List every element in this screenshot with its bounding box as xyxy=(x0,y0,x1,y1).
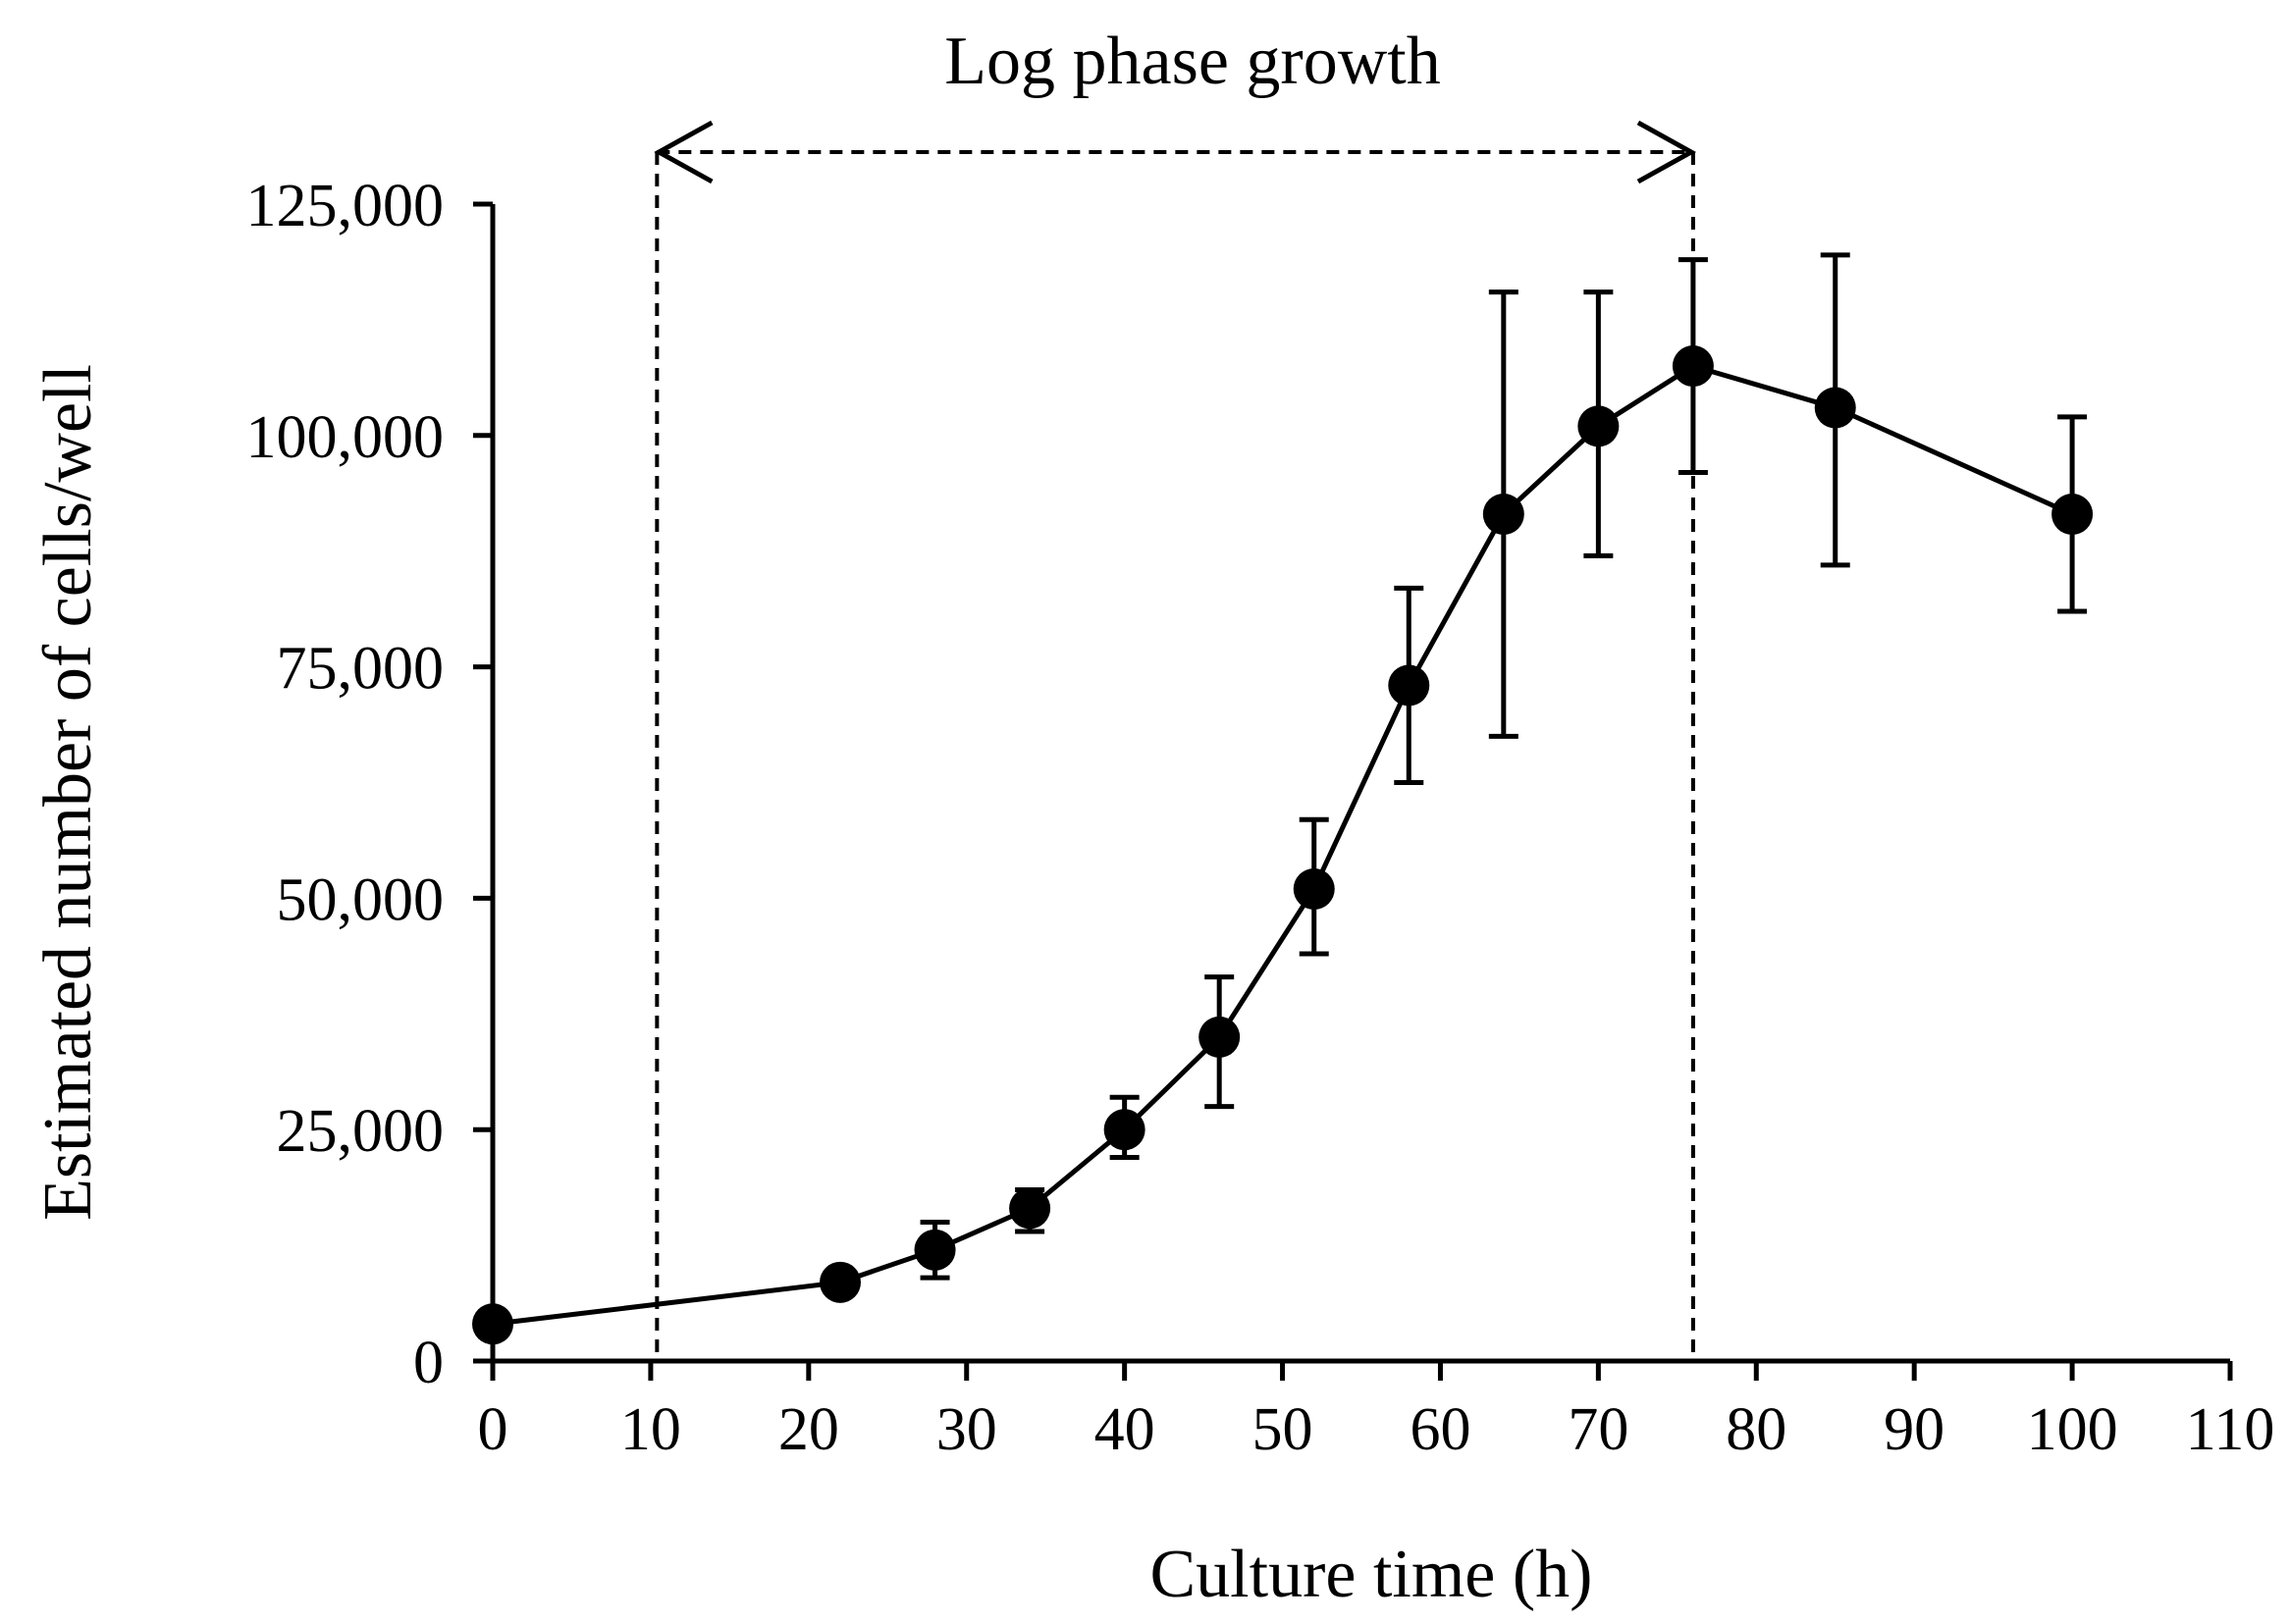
y-tick-label: 0 xyxy=(413,1330,444,1396)
x-tick-label: 20 xyxy=(778,1396,839,1463)
x-tick-label: 0 xyxy=(478,1396,508,1463)
y-tick-label: 100,000 xyxy=(246,404,445,471)
arrow-head-right xyxy=(1636,120,1697,184)
x-tick-label: 100 xyxy=(2027,1396,2118,1463)
y-tick-label: 75,000 xyxy=(277,636,445,703)
data-point xyxy=(1482,493,1524,535)
x-tick-label: 50 xyxy=(1252,1396,1313,1463)
data-point xyxy=(1577,405,1620,447)
data-point xyxy=(1388,664,1430,707)
arrow-head-left xyxy=(654,120,714,184)
x-tick-label: 70 xyxy=(1568,1396,1628,1463)
x-tick-label: 60 xyxy=(1410,1396,1470,1463)
y-axis-label: Estimated number of cells/well xyxy=(30,364,106,1221)
data-point xyxy=(1103,1109,1145,1151)
y-tick-label: 125,000 xyxy=(246,173,445,239)
y-tick-label: 25,000 xyxy=(277,1098,445,1165)
x-tick-label: 10 xyxy=(620,1396,681,1463)
data-point xyxy=(820,1261,861,1303)
x-tick-label: 40 xyxy=(1094,1396,1155,1463)
data-point xyxy=(1293,867,1335,910)
log-phase-annotation xyxy=(654,120,1697,1361)
axes: 0 10 20 30 40 50 60 70 80 90 100 110 0 25,000 50,000 75… xyxy=(246,173,2275,1463)
data-point xyxy=(472,1303,513,1345)
x-tick-label: 80 xyxy=(1726,1396,1786,1463)
x-tick-label: 90 xyxy=(1884,1396,1944,1463)
log-phase-label: Log phase growth xyxy=(944,24,1440,99)
data-point xyxy=(1009,1187,1051,1230)
data-point xyxy=(2051,493,2094,535)
data-point xyxy=(1814,387,1856,429)
y-tick-label: 50,000 xyxy=(277,866,445,933)
data-point xyxy=(1198,1016,1241,1058)
x-axis-label: Culture time (h) xyxy=(1149,1537,1592,1612)
data-point xyxy=(1672,345,1714,388)
data-point xyxy=(914,1229,956,1271)
x-tick-label: 30 xyxy=(936,1396,997,1463)
data-series xyxy=(472,252,2094,1345)
x-tick-label: 110 xyxy=(2186,1396,2275,1463)
